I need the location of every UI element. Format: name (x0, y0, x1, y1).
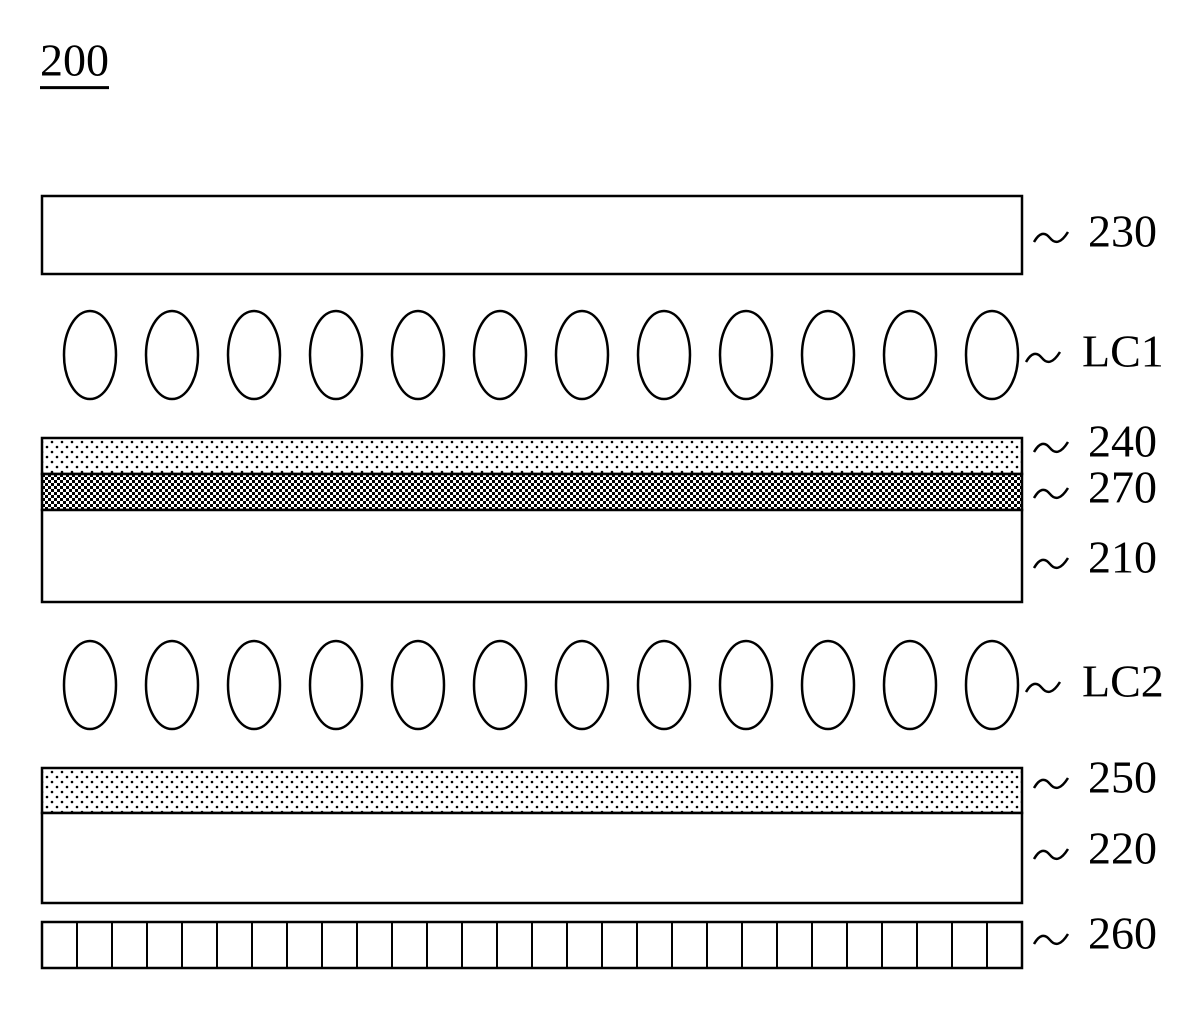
lc-ellipse (556, 641, 608, 729)
lc-ellipse (802, 641, 854, 729)
lc-row-2 (64, 641, 1018, 729)
rect-240 (42, 438, 1022, 474)
rect-210 (42, 510, 1022, 602)
rect-270 (42, 474, 1022, 510)
lc-ellipse (228, 311, 280, 399)
lc-ellipse (638, 641, 690, 729)
lc-ellipse (556, 311, 608, 399)
lc-row-2-label: LC2 (1082, 656, 1164, 707)
lead-squiggle (1034, 778, 1068, 788)
lc-ellipse (392, 641, 444, 729)
lc-ellipse (64, 311, 116, 399)
lead-squiggle (1034, 849, 1068, 859)
lc-ellipse (146, 311, 198, 399)
lead-squiggle (1034, 934, 1068, 944)
lead-squiggle (1034, 442, 1068, 452)
lc-ellipse (966, 311, 1018, 399)
lc-ellipse (146, 641, 198, 729)
lc-ellipse (802, 311, 854, 399)
lead-squiggle (1034, 488, 1068, 498)
rect-250-label: 250 (1088, 752, 1157, 803)
lead-squiggle (1034, 232, 1068, 242)
lead-squiggle (1034, 558, 1068, 568)
lc-ellipse (310, 311, 362, 399)
rect-210-label: 210 (1088, 532, 1157, 583)
rect-220 (42, 813, 1022, 903)
lc-ellipse (720, 641, 772, 729)
rect-220-label: 220 (1088, 823, 1157, 874)
lead-squiggle (1026, 682, 1060, 692)
lc-ellipse (392, 311, 444, 399)
lc-row-1 (64, 311, 1018, 399)
lc-ellipse (474, 641, 526, 729)
lc-ellipse (884, 641, 936, 729)
lead-squiggle (1026, 352, 1060, 362)
rect-270-label: 270 (1088, 462, 1157, 513)
rect-260-label: 260 (1088, 908, 1157, 959)
rect-230 (42, 196, 1022, 274)
rect-240-label: 240 (1088, 416, 1157, 467)
lc-ellipse (228, 641, 280, 729)
lc-ellipse (310, 641, 362, 729)
figure-title: 200 (40, 35, 109, 86)
rect-230-label: 230 (1088, 206, 1157, 257)
lc-ellipse (966, 641, 1018, 729)
lc-ellipse (884, 311, 936, 399)
lc-ellipse (474, 311, 526, 399)
lc-ellipse (720, 311, 772, 399)
rect-250 (42, 768, 1022, 813)
lc-ellipse (638, 311, 690, 399)
lc-ellipse (64, 641, 116, 729)
lc-row-1-label: LC1 (1082, 326, 1164, 377)
